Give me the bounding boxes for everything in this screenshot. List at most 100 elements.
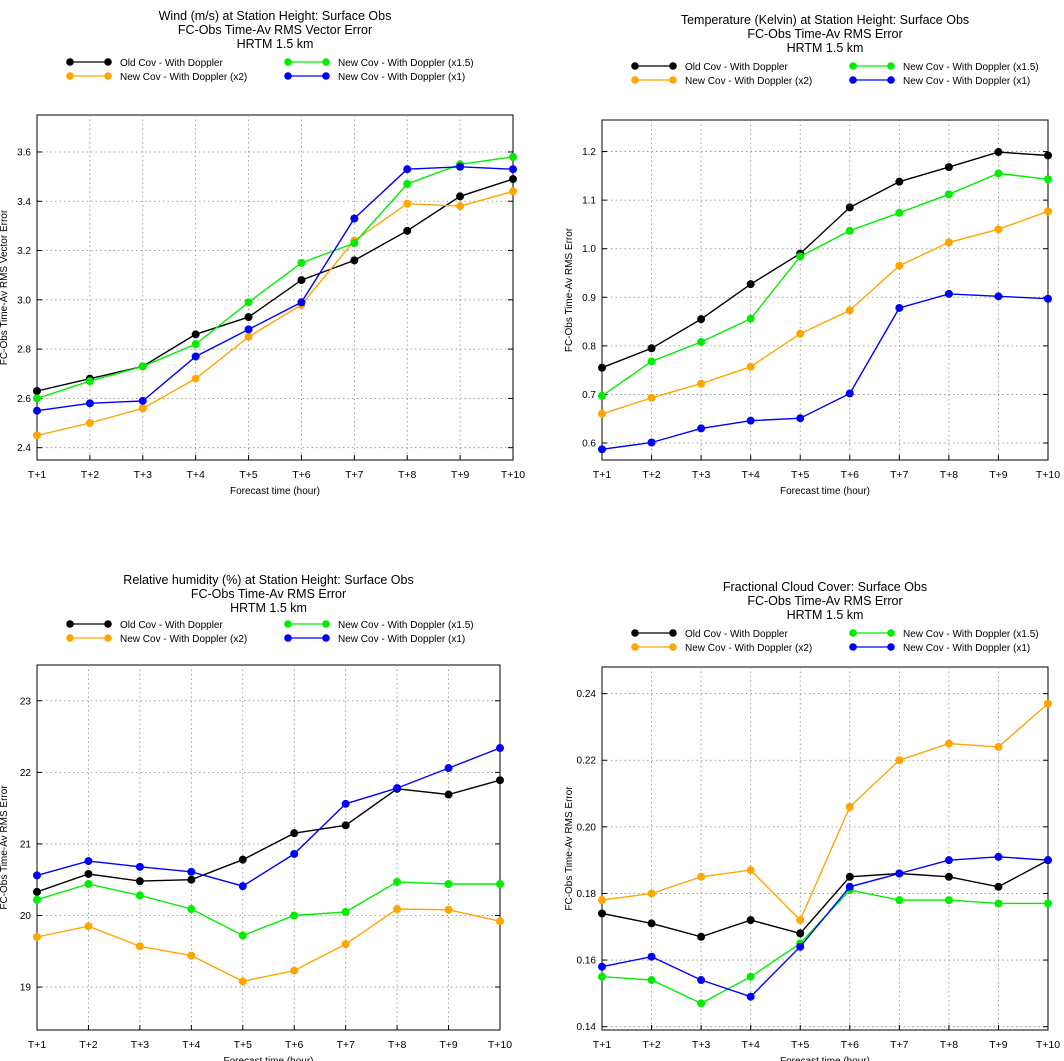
data-point-x15 — [33, 394, 41, 403]
x-tick-label: T+2 — [79, 1039, 98, 1051]
series-line-old — [601, 151, 1049, 369]
legend-marker-x15 — [887, 629, 895, 637]
data-point-x1 — [895, 869, 904, 878]
data-point-x1 — [1044, 294, 1052, 303]
data-point-x15 — [191, 340, 200, 349]
x-tick-label: T+1 — [593, 1039, 612, 1051]
legend-marker-x2 — [66, 634, 74, 642]
data-point-x1 — [135, 862, 144, 871]
legend-marker-old — [104, 58, 112, 66]
data-point-x1 — [393, 784, 402, 793]
data-point-x1 — [845, 389, 854, 398]
plot-frame — [601, 119, 1049, 461]
data-point-x15 — [84, 880, 93, 888]
legend-label-x15: New Cov - With Doppler (x1.5) — [903, 62, 1039, 73]
legend-marker-x1 — [284, 634, 292, 642]
data-point-x2 — [135, 942, 144, 951]
x-tick-label: T+8 — [940, 1039, 959, 1051]
data-point-x1 — [403, 165, 412, 174]
legend-label-old: Old Cov - With Doppler — [685, 629, 788, 640]
y-tick-label: 3.0 — [17, 295, 31, 306]
y-axis-label: FC-Obs Time-Av RMS Error — [0, 785, 10, 910]
data-point-old — [895, 177, 904, 186]
legend-marker-x1 — [849, 643, 857, 651]
chart-title-line: HRTM 1.5 km — [787, 608, 864, 622]
data-point-x15 — [796, 252, 805, 261]
data-point-old — [187, 875, 196, 884]
data-point-old — [647, 344, 656, 353]
data-point-x1 — [290, 849, 299, 858]
data-point-x2 — [33, 431, 41, 440]
data-point-x15 — [393, 877, 402, 886]
data-point-old — [598, 363, 606, 372]
data-point-x15 — [994, 169, 1003, 178]
x-tick-label: T+7 — [345, 469, 364, 481]
data-point-old — [191, 330, 200, 339]
y-tick-label: 0.6 — [582, 439, 596, 450]
x-tick-label: T+1 — [28, 1039, 47, 1051]
legend-label-x1: New Cov - With Doppler (x1) — [338, 72, 465, 83]
y-tick-label: 1.2 — [582, 147, 596, 158]
data-point-x1 — [138, 396, 147, 405]
data-point-x2 — [944, 739, 953, 748]
legend-marker-x15 — [322, 620, 330, 628]
legend-marker-x1 — [887, 76, 895, 84]
chart-title-line: FC-Obs Time-Av RMS Error — [191, 587, 346, 601]
data-point-x1 — [796, 942, 805, 951]
x-tick-label: T+10 — [488, 1039, 512, 1051]
data-point-x2 — [191, 374, 200, 383]
series-line-x15 — [36, 156, 514, 400]
data-point-x2 — [33, 932, 41, 941]
x-tick-label: T+5 — [791, 469, 810, 481]
data-point-x2 — [84, 922, 93, 931]
legend-marker-old — [631, 62, 639, 70]
x-tick-label: T+9 — [451, 469, 470, 481]
legend-label-x2: New Cov - With Doppler (x2) — [685, 643, 812, 654]
legend-marker-x2 — [631, 76, 639, 84]
data-point-x1 — [845, 882, 854, 891]
legend-label-old: Old Cov - With Doppler — [120, 620, 223, 631]
x-tick-label: T+10 — [1036, 1039, 1060, 1051]
legend-label-x2: New Cov - With Doppler (x2) — [685, 76, 812, 87]
data-point-x1 — [444, 764, 453, 773]
data-point-old — [456, 192, 465, 201]
data-point-x15 — [944, 896, 953, 905]
series-line-old — [601, 859, 1049, 938]
data-point-x1 — [598, 445, 606, 454]
data-point-old — [341, 821, 350, 830]
data-point-x1 — [84, 857, 93, 866]
data-point-x15 — [697, 337, 706, 346]
data-point-x15 — [496, 880, 504, 888]
y-tick-label: 0.16 — [577, 956, 597, 967]
legend-marker-x1 — [322, 72, 330, 80]
x-tick-label: T+3 — [692, 469, 711, 481]
data-point-x2 — [697, 872, 706, 881]
x-tick-label: T+8 — [940, 469, 959, 481]
x-tick-label: T+5 — [234, 1039, 253, 1051]
data-point-old — [647, 919, 656, 928]
data-point-x15 — [944, 190, 953, 199]
data-point-x2 — [456, 202, 465, 211]
x-tick-label: T+8 — [398, 469, 417, 481]
legend-marker-x1 — [284, 72, 292, 80]
data-point-old — [697, 932, 706, 941]
y-tick-label: 0.14 — [577, 1022, 597, 1033]
x-tick-label: T+3 — [692, 1039, 711, 1051]
series-line-x2 — [36, 908, 501, 983]
legend-marker-x2 — [104, 634, 112, 642]
data-point-x2 — [994, 225, 1003, 234]
data-point-x15 — [33, 895, 41, 904]
data-point-x1 — [944, 856, 953, 865]
legend-marker-x2 — [66, 72, 74, 80]
x-tick-label: T+9 — [439, 1039, 458, 1051]
data-point-x2 — [994, 742, 1003, 751]
legend-marker-old — [669, 629, 677, 637]
legend-marker-x1 — [849, 76, 857, 84]
data-point-x2 — [598, 409, 606, 418]
legend-label-old: Old Cov - With Doppler — [120, 58, 223, 69]
data-point-x1 — [1044, 856, 1052, 865]
legend-marker-x15 — [284, 620, 292, 628]
data-point-x15 — [647, 976, 656, 985]
data-point-x2 — [509, 187, 517, 196]
data-point-old — [33, 887, 41, 896]
